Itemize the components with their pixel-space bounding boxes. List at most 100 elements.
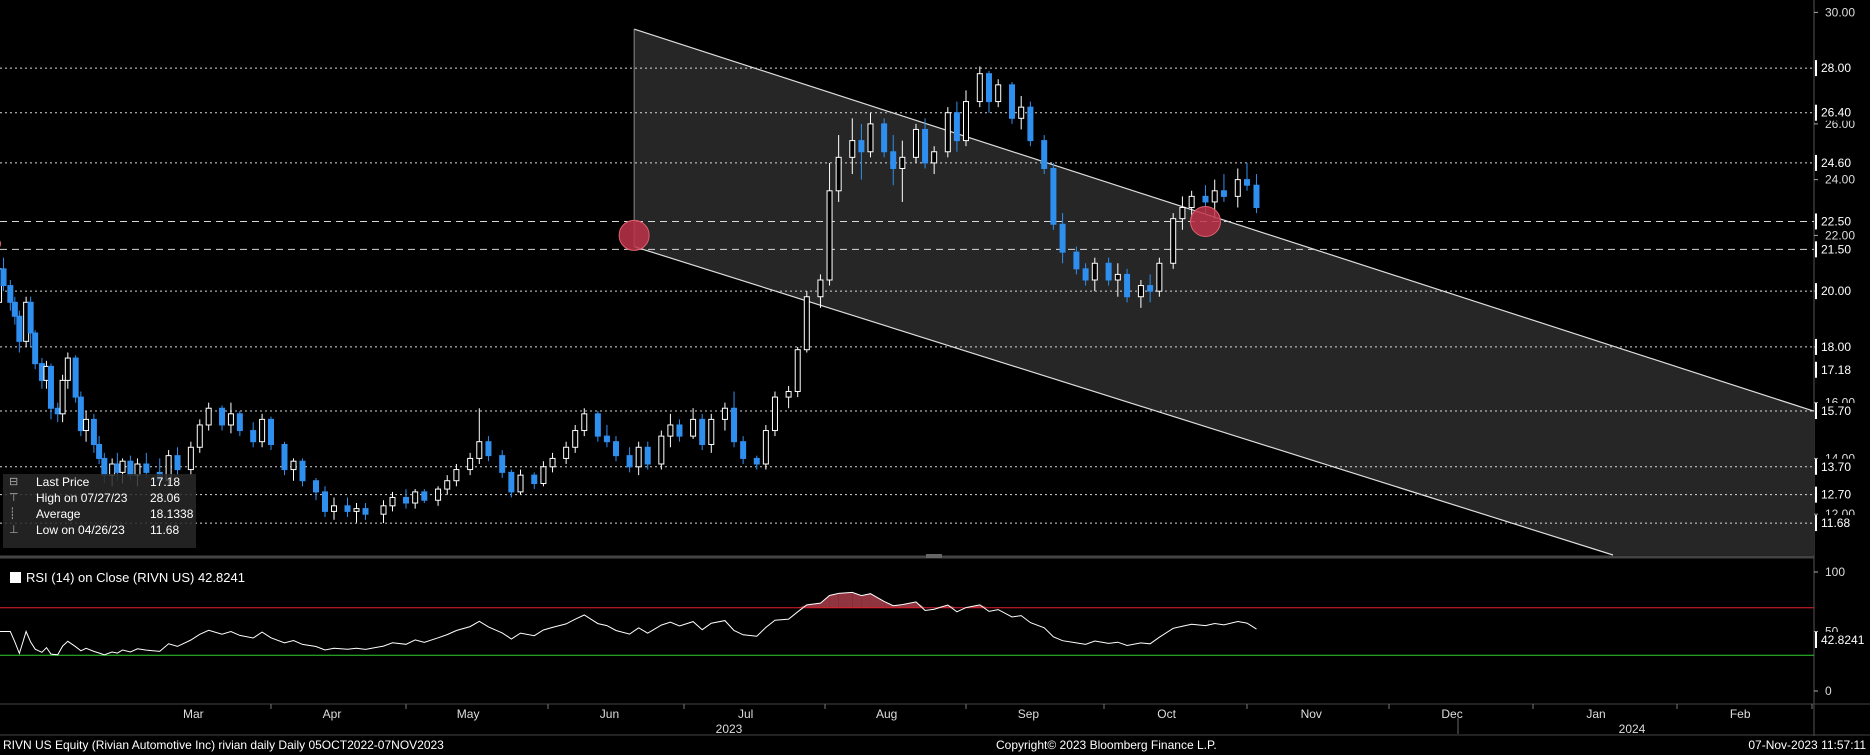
candle-body xyxy=(581,413,588,432)
legend-row-low: ⊥ Low on 04/26/23 11.68 xyxy=(3,522,196,538)
y-marker-pointer xyxy=(1815,515,1817,532)
x-month-label: Apr xyxy=(323,707,342,721)
candle-body xyxy=(344,505,351,512)
rsi-overbought-fill xyxy=(829,593,839,608)
rsi-overbought-fill xyxy=(915,601,926,608)
y-marker-box xyxy=(1815,60,1869,77)
candle-body xyxy=(114,463,121,473)
candle-body xyxy=(817,279,824,298)
y-marker-label: 22.50 xyxy=(1821,214,1851,228)
candle-body xyxy=(1050,167,1057,225)
candle-body xyxy=(421,491,428,501)
candle-body xyxy=(1018,106,1025,119)
y-marker-label: 20.00 xyxy=(1821,284,1851,298)
x-year-label: 2023 xyxy=(716,722,743,736)
y-marker-pointer xyxy=(1815,403,1817,420)
candle-body xyxy=(281,443,288,471)
y-marker-pointer xyxy=(1815,361,1817,378)
y-marker-box xyxy=(1815,283,1869,300)
candle-body xyxy=(708,418,715,445)
y-marker-label: 13.70 xyxy=(1821,460,1851,474)
candle-body xyxy=(196,424,203,448)
candle-body xyxy=(467,457,474,471)
footer-timestamp: 07-Nov-2023 11:57:11 xyxy=(1748,738,1866,752)
y-marker-label: 15.70 xyxy=(1821,404,1851,418)
candle-body xyxy=(922,128,929,164)
candle-body xyxy=(676,424,683,437)
y-marker-box xyxy=(1815,515,1869,532)
candle-body xyxy=(0,268,7,287)
x-month-label: Jan xyxy=(1586,707,1605,721)
candle-body xyxy=(1244,179,1250,186)
candle-body xyxy=(881,123,888,153)
candle-body xyxy=(944,112,951,153)
y-tick-label: 24.00 xyxy=(1825,173,1855,187)
candle-body xyxy=(47,365,54,409)
y-marker-box xyxy=(1815,338,1869,355)
rsi-legend-value: 42.8241 xyxy=(197,570,245,585)
candle-body xyxy=(1147,285,1154,292)
candle-body xyxy=(1211,190,1218,203)
rsi-overbought-fill xyxy=(852,592,862,608)
candle-body xyxy=(499,455,506,473)
y-marker-pointer xyxy=(1815,338,1817,355)
y-marker-label: 24.60 xyxy=(1821,156,1851,170)
y-marker-pointer xyxy=(1815,283,1817,300)
candle-body xyxy=(1124,273,1131,298)
candle-body xyxy=(1114,273,1121,281)
candle-body xyxy=(444,480,451,490)
candle-body xyxy=(644,446,651,465)
candle-body xyxy=(205,407,212,426)
y-tick-label: 22.00 xyxy=(1825,228,1855,242)
candle-body xyxy=(563,446,570,459)
y-marker-label: 28.00 xyxy=(1821,61,1851,75)
candle-body xyxy=(187,446,194,471)
candle-body xyxy=(613,441,619,457)
legend-value: 17.18 xyxy=(150,475,181,489)
candle-body xyxy=(699,418,706,445)
candle-body xyxy=(912,128,919,158)
candle-body xyxy=(849,140,856,158)
legend-label: Average xyxy=(36,507,81,521)
candle-body xyxy=(976,73,983,103)
rsi-overbought-fill xyxy=(861,593,871,608)
y-tick-label: 30.00 xyxy=(1825,5,1855,19)
y-marker-pointer xyxy=(1815,60,1817,77)
x-month-label: Sep xyxy=(1018,707,1040,721)
candle-body xyxy=(690,418,697,437)
candle-body xyxy=(1082,268,1089,281)
x-year-label: 2024 xyxy=(1619,722,1646,736)
y-marker-pointer xyxy=(1815,486,1817,503)
y-marker-label: 11.68 xyxy=(1821,516,1850,530)
candle-body xyxy=(1156,262,1163,292)
candle-body xyxy=(485,441,492,457)
y-marker-box xyxy=(1815,154,1869,171)
candle-body xyxy=(1202,195,1209,203)
candle-body xyxy=(299,460,306,482)
candle-body xyxy=(740,441,747,459)
candle-body xyxy=(626,455,633,468)
x-month-label: Jun xyxy=(600,707,619,721)
legend-label: High on 07/27/23 xyxy=(36,491,128,505)
candle-body xyxy=(290,460,297,471)
candle-body xyxy=(867,123,874,153)
rsi-legend-label: RSI (14) on Close (RIVN US) xyxy=(26,570,195,585)
channel-lower-line xyxy=(633,245,1614,556)
rsi-marker-box xyxy=(1815,632,1869,648)
candle-body xyxy=(1009,84,1015,119)
last-price-glyph-icon: ⊟ xyxy=(9,476,19,488)
y-marker-box xyxy=(1815,458,1869,475)
candle-body xyxy=(658,435,665,465)
rsi-swatch-icon xyxy=(10,572,21,583)
y-marker-box xyxy=(1815,104,1869,121)
candle-body xyxy=(90,418,97,445)
candle-body xyxy=(331,505,337,512)
y-marker-box xyxy=(1815,403,1869,420)
candle-body xyxy=(174,455,181,471)
candle-body xyxy=(435,488,442,501)
candle-body xyxy=(667,424,674,437)
candle-body xyxy=(380,505,387,515)
legend-value: 18.1338 xyxy=(150,507,194,521)
x-month-label: Oct xyxy=(1157,707,1176,721)
